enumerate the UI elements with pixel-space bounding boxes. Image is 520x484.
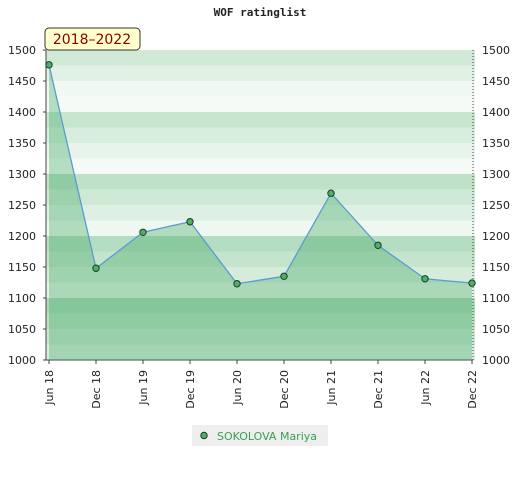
legend-marker	[200, 431, 208, 440]
x-tick-label: Jun 20	[231, 370, 244, 406]
stripe	[46, 65, 475, 82]
y2-tick-label: 1300	[482, 168, 510, 181]
point	[139, 228, 147, 236]
stripe	[46, 329, 475, 345]
x-tick-label: Dec 21	[372, 370, 385, 409]
y2-tick-label: 1100	[482, 292, 510, 305]
stripe	[46, 205, 475, 221]
stripe	[46, 313, 475, 330]
period-box	[44, 27, 141, 51]
x-tick-label: Dec 20	[278, 370, 291, 409]
y2-tick-label: 1200	[482, 230, 510, 243]
y-tick-label: 1050	[8, 323, 36, 336]
y-tick-label: 1350	[8, 137, 36, 150]
x-tick-label: Jun 22	[419, 370, 432, 406]
y-tick-label: 1000	[8, 354, 36, 367]
y-tick-label: 1150	[8, 261, 36, 274]
background-stripes	[46, 50, 475, 361]
point	[421, 275, 429, 283]
stripe	[46, 158, 475, 175]
y2-tick-label: 1250	[482, 199, 510, 212]
y-tick-label: 1450	[8, 75, 36, 88]
x-tick-label: Jun 18	[43, 370, 56, 406]
y-tick-label: 1300	[8, 168, 36, 181]
y2-tick-label: 1350	[482, 137, 510, 150]
stripe	[46, 50, 475, 66]
stripe	[46, 236, 475, 252]
y-tick-label: 1500	[8, 44, 36, 57]
y-tick-label: 1200	[8, 230, 36, 243]
point	[280, 272, 288, 280]
point	[374, 241, 382, 250]
y2-tick-label: 1400	[482, 106, 510, 119]
y2-tick-label: 1150	[482, 261, 510, 274]
legend-box	[192, 425, 328, 446]
y-tick-label: 1400	[8, 106, 36, 119]
x-tick-label: Dec 19	[184, 370, 197, 409]
stripe	[46, 267, 475, 283]
stripe	[46, 251, 475, 268]
y-tick-label: 1250	[8, 199, 36, 212]
stripe	[46, 189, 475, 206]
y2-tick-label: 1450	[482, 75, 510, 88]
stripe	[46, 112, 475, 128]
point	[92, 264, 100, 272]
x-tick-label: Jun 21	[325, 370, 338, 406]
x-tick-label: Dec 18	[90, 370, 103, 409]
point	[468, 279, 476, 287]
stripe	[46, 282, 475, 299]
point	[233, 280, 241, 288]
stripe	[46, 174, 475, 190]
y2-tick-label: 1000	[482, 354, 510, 367]
stripe	[46, 127, 475, 144]
chart-title: WOF ratinglist	[214, 6, 307, 19]
x-tick-label: Dec 22	[466, 370, 479, 409]
line	[48, 64, 473, 285]
y-tick-label: 1100	[8, 292, 36, 305]
stripe	[46, 298, 475, 314]
point	[45, 61, 53, 69]
x-tick-label: Jun 19	[137, 370, 150, 406]
legend-label: SOKOLOVA Mariya	[217, 430, 317, 443]
y2-tick-label: 1050	[482, 323, 510, 336]
y2-tick-label: 1500	[482, 44, 510, 57]
stripe	[46, 81, 475, 97]
point	[327, 189, 335, 197]
period-label: 2018–2022	[53, 32, 131, 48]
stripe	[46, 344, 475, 361]
stripe	[46, 143, 475, 159]
area	[49, 64, 472, 360]
point	[186, 218, 194, 226]
stripe	[46, 220, 475, 237]
stripe	[46, 96, 475, 113]
